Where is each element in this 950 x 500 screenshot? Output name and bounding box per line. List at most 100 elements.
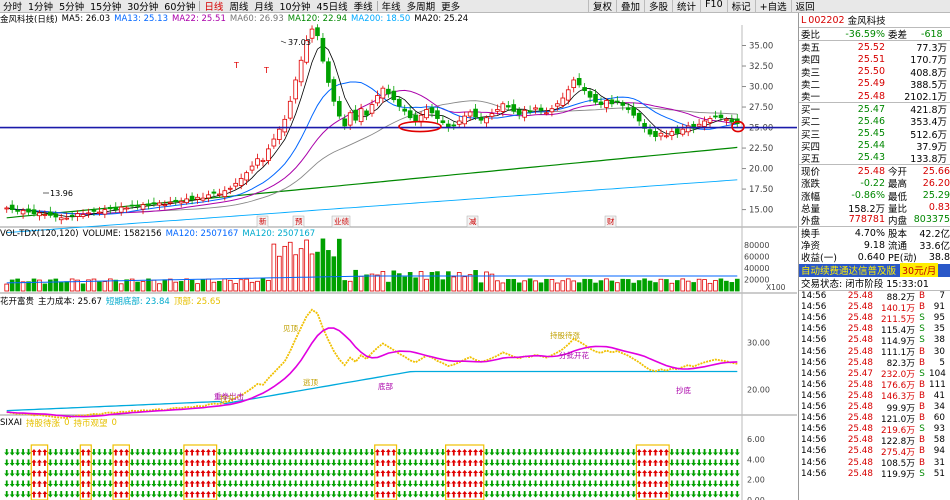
down-arrow	[320, 491, 326, 498]
highlight-circle	[731, 120, 745, 133]
volume-bar	[625, 279, 631, 292]
volume-bar	[135, 281, 140, 292]
candle-body	[48, 211, 53, 216]
candle-body	[238, 178, 244, 186]
up-arrow	[36, 480, 42, 487]
candle-body	[440, 120, 446, 124]
stat-row: 换手 4.70% 股本 42.2亿	[801, 227, 950, 241]
candle-body	[729, 119, 735, 123]
tool-button-1[interactable]: 叠加	[616, 0, 644, 13]
timeframe-7[interactable]: 周线	[229, 2, 249, 13]
down-arrow	[609, 491, 615, 498]
kline-chart[interactable]: 35.00 32.50 30.00 27.50 25.00 22.50 20.00 17.50…	[0, 13, 797, 500]
down-arrow	[75, 470, 81, 477]
down-arrow	[424, 459, 430, 466]
up-arrow	[80, 480, 86, 487]
down-arrow	[729, 459, 735, 466]
up-arrow	[385, 449, 391, 456]
down-arrow	[696, 459, 702, 466]
tool-button-5[interactable]: 标记	[726, 0, 755, 13]
hold-zone-box	[30, 444, 49, 500]
down-arrow	[276, 459, 282, 466]
timeframe-11[interactable]: 季线	[353, 2, 373, 13]
bid-row: 买五 25.43 133.8万	[801, 152, 947, 165]
candle-body	[260, 159, 266, 162]
timeframe-10[interactable]: 45日线	[316, 2, 348, 13]
up-arrow	[86, 449, 92, 456]
down-arrow	[522, 470, 528, 477]
down-arrow	[413, 470, 419, 477]
timeframe-13[interactable]: 多周期	[406, 2, 436, 13]
down-arrow	[4, 470, 10, 477]
indicator-signal-label: 抄底	[676, 385, 691, 395]
tool-button-0[interactable]: 复权	[588, 0, 616, 13]
tool-button-4[interactable]: F10	[700, 0, 727, 13]
up-arrow	[195, 449, 201, 456]
up-arrow	[636, 480, 642, 487]
volume-bar	[685, 280, 691, 292]
down-arrow	[729, 480, 735, 487]
down-arrow	[140, 480, 146, 487]
down-arrow	[320, 470, 326, 477]
tool-button-7[interactable]: 返回	[790, 0, 819, 13]
hold-zone-box	[79, 444, 92, 500]
timeframe-8[interactable]: 月线	[254, 2, 274, 13]
down-arrow	[249, 459, 255, 466]
volume-bar	[233, 283, 239, 292]
down-arrow	[358, 491, 364, 498]
down-arrow	[505, 449, 511, 456]
timeframe-5[interactable]: 60分钟	[164, 2, 196, 13]
t-mark: T	[263, 66, 269, 75]
down-arrow	[554, 449, 560, 456]
timeframe-1[interactable]: 1分钟	[28, 2, 54, 13]
stat-row: 净资 9.18 流通 33.6亿	[801, 239, 950, 253]
down-arrow	[576, 470, 582, 477]
timeframe-14[interactable]: 更多	[441, 2, 461, 13]
down-arrow	[565, 449, 571, 456]
down-arrow	[576, 449, 582, 456]
candle-body	[615, 100, 620, 103]
volume-bar	[287, 241, 293, 292]
down-arrow	[20, 480, 26, 487]
tool-button-6[interactable]: +自选	[754, 0, 791, 13]
candle-body	[249, 165, 255, 171]
volume-bar	[375, 274, 380, 292]
timeframe-12[interactable]: 年线	[381, 2, 401, 13]
candle-body	[724, 118, 729, 121]
down-arrow	[331, 459, 337, 466]
timeframe-9[interactable]: 10分钟	[279, 2, 311, 13]
timeframe-4[interactable]: 30分钟	[127, 2, 159, 13]
down-arrow	[20, 491, 26, 498]
tool-button-3[interactable]: 统计	[672, 0, 700, 13]
down-arrow	[440, 459, 446, 466]
down-arrow	[162, 470, 168, 477]
down-arrow	[53, 459, 59, 466]
volume-bar	[407, 272, 413, 292]
up-arrow	[642, 491, 648, 498]
up-arrow	[205, 449, 211, 456]
down-arrow	[353, 480, 359, 487]
ad-banner[interactable]: 自动续费通达信普及版 30元/月	[799, 263, 950, 278]
down-arrow	[233, 459, 239, 466]
timeframe-2[interactable]: 5分钟	[59, 2, 85, 13]
up-arrow	[189, 449, 195, 456]
main-cost-line	[6, 327, 738, 418]
candle-body	[195, 196, 200, 200]
candle-body	[604, 100, 609, 108]
up-arrow	[374, 470, 380, 477]
candle-body	[298, 59, 304, 83]
arrow-legend: SIXAI 持股待涨 0 持币观望 0	[0, 417, 121, 429]
down-arrow	[533, 480, 539, 487]
timeframe-3[interactable]: 15分钟	[90, 2, 122, 13]
up-arrow	[663, 480, 669, 487]
timeframe-0[interactable]: 分时	[3, 2, 23, 13]
down-arrow	[15, 459, 21, 466]
up-arrow	[451, 459, 457, 466]
volume-bar	[146, 278, 151, 292]
indicator-axis-label: 20.00	[747, 386, 770, 395]
volume-bar	[440, 279, 446, 292]
timeframe-6[interactable]: 日线	[204, 2, 224, 13]
down-arrow	[227, 470, 233, 477]
candle-body	[211, 191, 217, 194]
tool-button-2[interactable]: 多股	[644, 0, 672, 13]
